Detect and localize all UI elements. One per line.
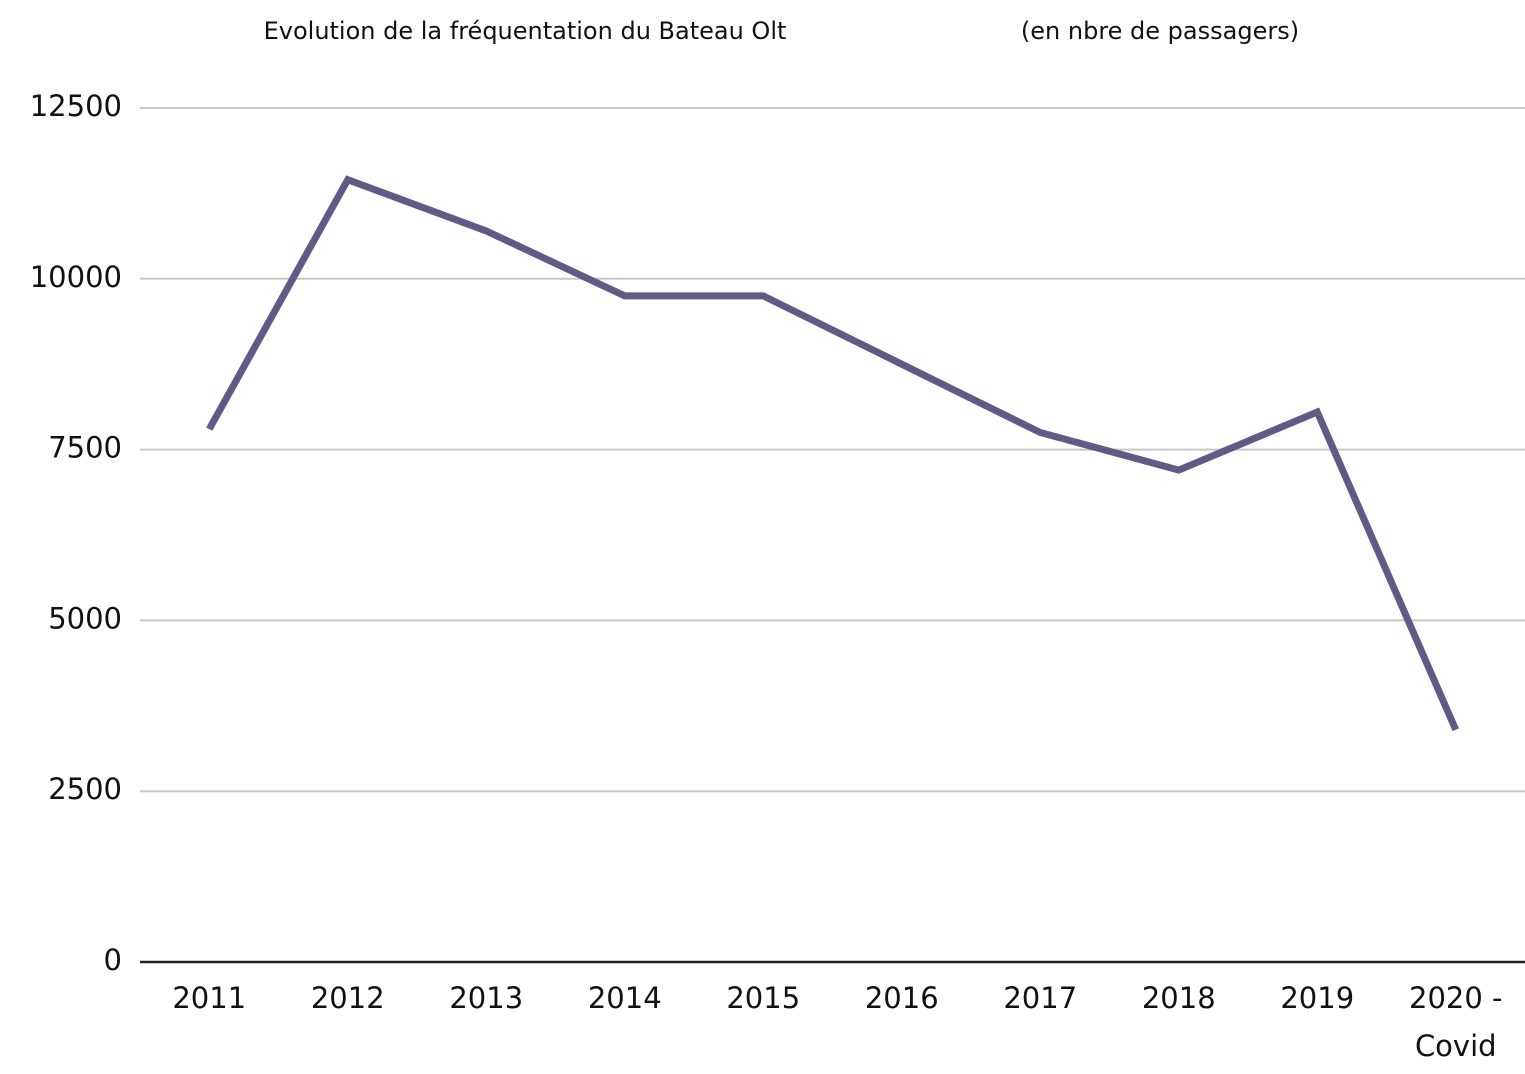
y-tick-label: 10000	[30, 260, 122, 294]
x-tick-label: 2011	[172, 981, 247, 1015]
chart-title: Evolution de la fréquentation du Bateau …	[264, 17, 787, 45]
x-tick-label: 2018	[1141, 981, 1216, 1015]
x-tick-label: 2020 - Covid	[1409, 981, 1503, 1063]
x-tick-label: 2017	[1003, 981, 1078, 1015]
x-tick-label: 2016	[864, 981, 939, 1015]
x-tick-label: 2014	[587, 981, 662, 1015]
x-tick-label: 2019	[1280, 981, 1355, 1015]
x-tick-label: 2015	[726, 981, 801, 1015]
data-line	[206, 175, 1459, 732]
y-tick-label: 0	[104, 943, 122, 977]
x-tick-label: 2012	[310, 981, 385, 1015]
y-tick-label: 12500	[30, 89, 122, 123]
y-tick-label: 2500	[48, 772, 122, 806]
chart-subtitle: (en nbre de passagers)	[1021, 17, 1299, 45]
y-tick-label: 5000	[48, 601, 122, 635]
x-tick-label: 2013	[449, 981, 524, 1015]
y-tick-label: 7500	[48, 431, 122, 465]
